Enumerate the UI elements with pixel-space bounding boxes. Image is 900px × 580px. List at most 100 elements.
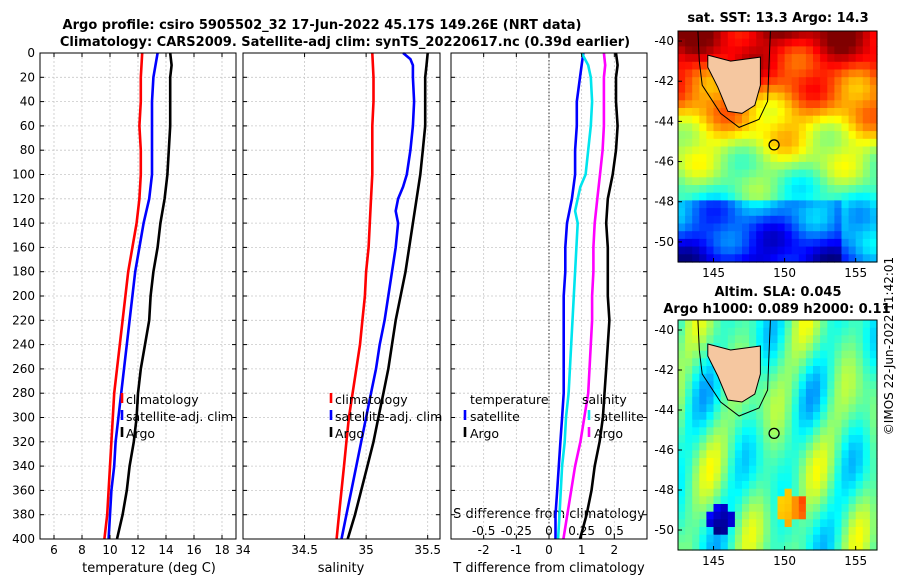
sst_map-cell [678,38,686,47]
sla_map-cell [791,450,800,459]
sst_map-cell [713,231,722,240]
sla_map-cell [834,358,843,367]
sla_map-cell [841,366,850,375]
sla_map-cell [798,534,807,543]
sla_map-cell [713,473,722,482]
sst_map-cell [820,115,828,124]
sla_map-cell [777,404,786,413]
sst_map-cell [827,185,835,194]
sst_map-cell [798,200,807,209]
sst_map-cell [706,123,715,132]
sst_map-cell [841,177,850,186]
sla_map-cell [798,519,807,528]
sla_map-cell [727,511,736,520]
sla_map-cell [678,435,686,444]
sla_map-cell [848,358,857,367]
sst_map-cell [777,131,786,140]
sst_map-cell [720,208,729,217]
sst_map-cell [706,115,715,124]
sst_map-cell [763,100,771,109]
sst_map-cell [706,77,715,86]
sla_map-cell [727,465,736,474]
sla_map-cell [685,504,693,513]
sst_map-cell [791,138,800,148]
sla_map-cell [813,542,821,551]
sst_map-cell [869,223,878,232]
sst_map-cell [713,138,722,148]
sla_map-cell [798,419,807,428]
sla_map-cell [841,496,850,505]
sla_map-cell [827,381,835,390]
sla_map-cell [720,335,729,344]
temperature-series-argo [115,52,173,540]
sla_map-cell [848,389,857,398]
sla_map-cell [784,381,793,390]
sst_map-cell [742,192,750,201]
sla_map-cell [770,427,779,436]
sla_map-cell [841,427,850,436]
sst_map-cell [784,115,793,124]
sst_map-cell [805,138,814,148]
sst_map-cell [841,84,850,94]
sst_map-cell [742,138,750,148]
sst_map-cell [749,223,757,232]
sst_map-cell [869,38,878,47]
sla_map-cell [855,381,864,390]
sla_map-cell [749,527,757,536]
sst_map-cell [798,92,807,101]
sst_map-cell [869,31,878,40]
sla_map-cell [770,350,779,359]
sst_map-cell [770,138,779,148]
sst_map-cell [805,246,814,255]
sst_map-cell [862,31,871,40]
sst_map-cell [862,115,871,124]
sst_map-cell [685,254,693,263]
sst_map-cell [742,161,750,171]
sla_map-cell [834,527,843,536]
sla_map-cell [678,404,686,413]
sla_map-cell [805,404,814,413]
sla_map-cell [727,435,736,444]
sst_map-cell [685,108,693,117]
sla_map-cell [855,358,864,367]
sla_map-cell [841,458,850,467]
sla_map-cell [834,350,843,359]
sla_map-cell [734,504,743,513]
sst_map-cell [734,115,743,124]
sla_map-cell [813,488,821,497]
sla_map-cell [813,327,821,336]
sst_map-cell [720,38,729,47]
sla_map-cell [805,488,814,497]
sla_map-cell [805,450,814,459]
sst_map-cell [727,185,736,194]
sst_map-cell [784,84,793,94]
sla_map-cell [734,427,743,436]
sst_map-cell [727,208,736,217]
sst_map-cell [727,177,736,186]
sst_map-cell [713,238,722,248]
sla_map-cell [678,358,686,367]
sst_map-cell [827,223,835,232]
sla_map-cell [713,381,722,390]
sst_map-cell [848,223,857,232]
sla_map-cell [699,435,707,444]
sst_map-cell [727,138,736,148]
sst_map-cell [855,161,864,171]
sst_map-cell [706,69,715,78]
sst_map-cell [813,238,821,248]
sla_map-cell [763,320,771,329]
sla_map-cell [805,511,814,520]
sla_map-cell [777,488,786,497]
sla_map-cell [798,450,807,459]
sst_map-cell [706,177,715,186]
sla_map-cell [756,373,764,382]
sla_map-cell [692,381,700,390]
sla_map-cell [827,450,835,459]
sla_map-cell [784,542,793,551]
sst_map-cell [706,231,715,240]
sst_map-cell [834,108,843,117]
sst_map-cell [756,169,764,178]
sla_map-cell [869,488,878,497]
sst_map-cell [777,92,786,101]
sla_map-cell [862,534,871,543]
